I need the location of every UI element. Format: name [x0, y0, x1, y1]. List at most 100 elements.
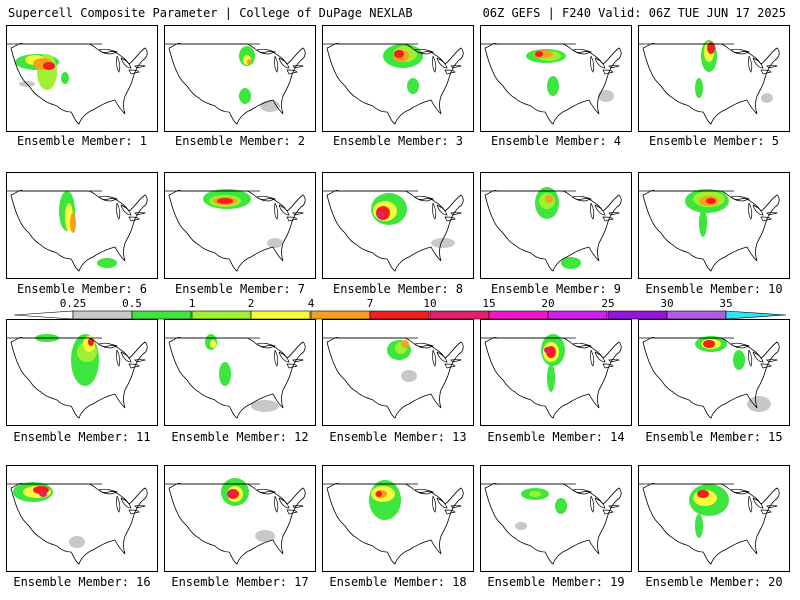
scp-blob	[733, 350, 745, 370]
great-lake	[590, 349, 595, 367]
ensemble-panel-16	[6, 465, 158, 572]
scp-blob	[260, 100, 280, 112]
map-16	[7, 482, 148, 565]
coastline	[484, 43, 622, 125]
coastline	[168, 483, 306, 565]
great-lake	[436, 204, 448, 216]
member-label-7: Ensemble Member: 7	[174, 282, 306, 296]
scp-blob	[61, 72, 69, 84]
ensemble-panel-7	[164, 172, 316, 279]
ensemble-panel-2	[164, 25, 316, 132]
great-lake	[278, 351, 290, 363]
member-label-17: Ensemble Member: 17	[171, 575, 309, 589]
great-lake	[98, 195, 119, 202]
coastline	[168, 190, 306, 272]
great-lake	[274, 495, 279, 513]
great-lake	[120, 497, 132, 509]
coastline	[642, 483, 780, 565]
map-9	[481, 187, 622, 272]
great-lake	[432, 202, 437, 220]
great-lake	[274, 55, 279, 73]
great-lake	[730, 195, 751, 202]
great-lake	[134, 64, 146, 69]
coastline	[10, 190, 148, 272]
coastline	[326, 43, 464, 125]
scp-blob	[401, 370, 417, 382]
ensemble-panel-19	[480, 465, 632, 572]
great-lake	[590, 202, 595, 220]
map-5	[639, 40, 780, 125]
ensemble-panel-18	[322, 465, 474, 572]
great-lake	[120, 204, 132, 216]
great-lake	[450, 358, 462, 363]
scp-blob	[239, 88, 251, 104]
scp-blob	[394, 50, 404, 58]
colorbar-tick-label: 4	[308, 297, 315, 310]
great-lake	[274, 202, 279, 220]
great-lake	[594, 497, 606, 509]
great-lake	[450, 64, 462, 69]
great-lake	[444, 69, 456, 75]
scp-blob	[545, 195, 553, 203]
great-lake	[590, 495, 595, 513]
scp-blob	[43, 62, 55, 70]
ensemble-panel-9	[480, 172, 632, 279]
great-lake	[134, 211, 146, 216]
member-label-12: Ensemble Member: 12	[171, 430, 309, 444]
scp-blob	[547, 364, 555, 392]
scp-blob	[70, 213, 76, 233]
great-lake	[590, 55, 595, 73]
scp-blob	[695, 78, 703, 98]
great-lake	[98, 488, 119, 495]
ensemble-panel-20	[638, 465, 790, 572]
great-lake	[594, 351, 606, 363]
great-lake	[730, 48, 751, 55]
ensemble-panel-15	[638, 319, 790, 426]
colorbar-tick-label: 25	[601, 297, 614, 310]
colorbar-segment	[607, 310, 668, 320]
great-lake	[414, 195, 435, 202]
great-lake	[594, 204, 606, 216]
member-label-1: Ensemble Member: 1	[16, 134, 148, 148]
member-label-14: Ensemble Member: 14	[487, 430, 625, 444]
great-lake	[292, 211, 304, 216]
map-13	[323, 337, 464, 419]
member-label-8: Ensemble Member: 8	[332, 282, 464, 296]
scp-blob	[376, 491, 382, 497]
great-lake	[128, 69, 140, 75]
coastline	[168, 337, 306, 419]
scp-blob	[515, 522, 527, 530]
member-label-3: Ensemble Member: 3	[332, 134, 464, 148]
great-lake	[436, 57, 448, 69]
great-lake	[450, 504, 462, 509]
great-lake	[748, 495, 753, 513]
member-label-6: Ensemble Member: 6	[16, 282, 148, 296]
scp-blob	[703, 340, 715, 348]
map-2	[165, 43, 306, 125]
great-lake	[444, 509, 456, 515]
scp-blob	[555, 498, 567, 514]
map-17	[165, 478, 306, 565]
scp-blob	[598, 90, 614, 102]
great-lake	[760, 69, 772, 75]
great-lake	[760, 363, 772, 369]
map-3	[323, 43, 464, 125]
great-lake	[120, 57, 132, 69]
colorbar-segment	[429, 310, 490, 320]
scp-blob	[431, 238, 455, 248]
coastline	[484, 483, 622, 565]
map-18	[323, 480, 464, 565]
great-lake	[128, 509, 140, 515]
colorbar-tick-label: 30	[660, 297, 673, 310]
scp-blob	[529, 491, 541, 497]
great-lake	[760, 509, 772, 515]
scp-blob	[706, 198, 716, 204]
great-lake	[602, 69, 614, 75]
colorbar-segment	[191, 310, 252, 320]
great-lake	[134, 504, 146, 509]
colorbar-tick-label: 10	[423, 297, 436, 310]
scp-blob	[247, 59, 251, 65]
great-lake	[752, 204, 764, 216]
ensemble-panel-12	[164, 319, 316, 426]
ensemble-panel-5	[638, 25, 790, 132]
